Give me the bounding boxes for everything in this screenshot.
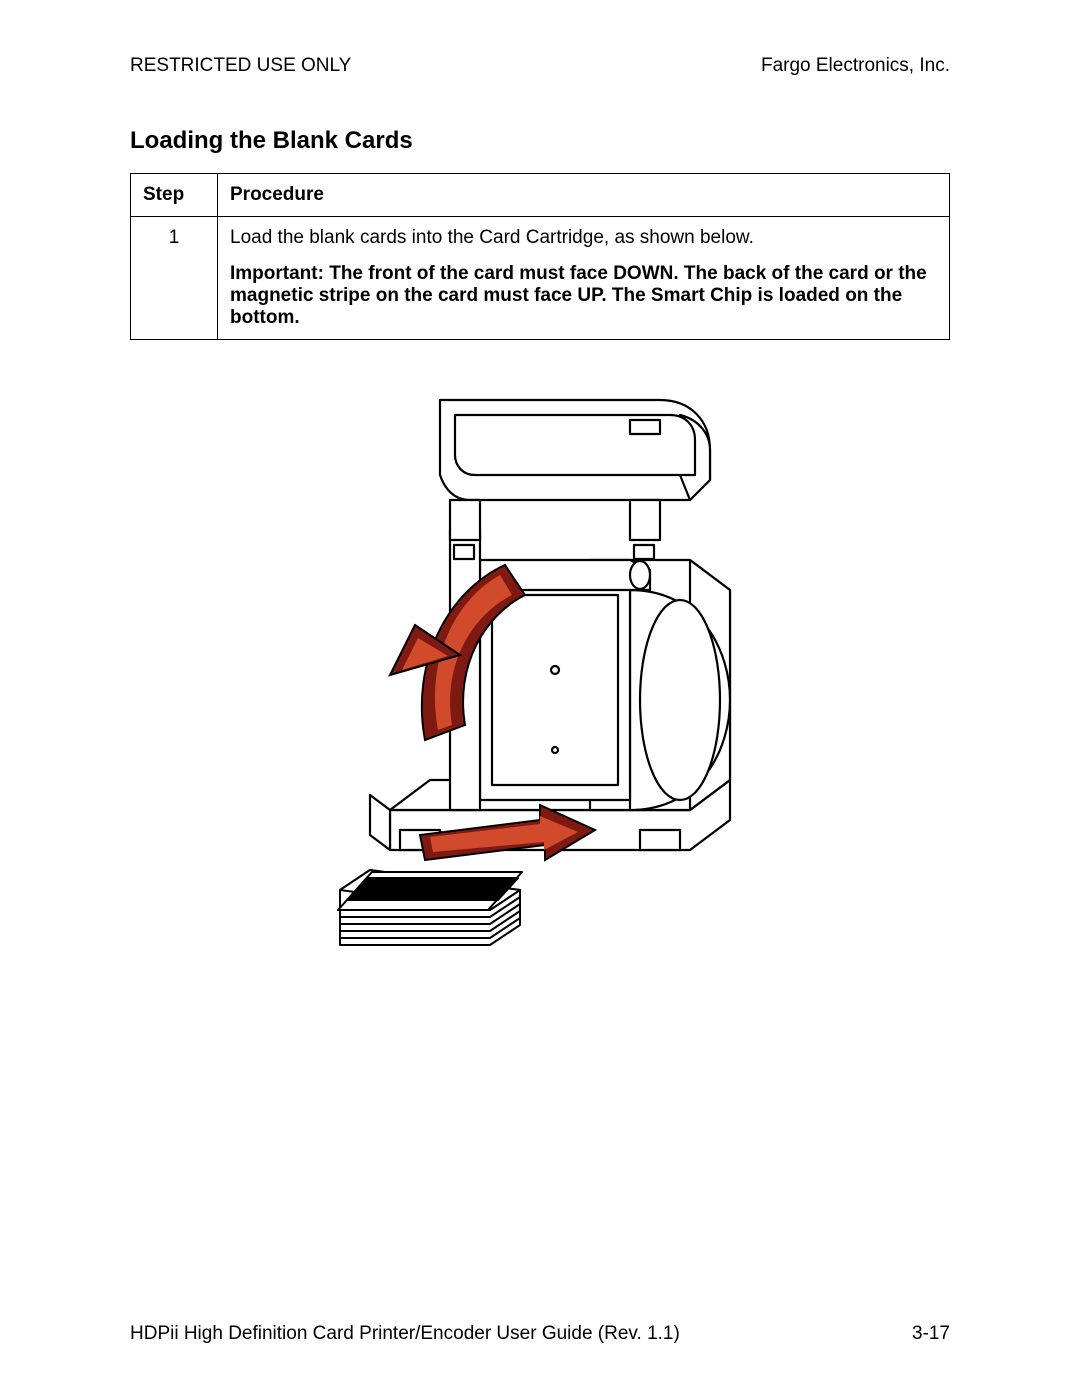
card-cartridge-illustration [330,380,750,970]
illustration-container [130,380,950,970]
footer-left: HDPii High Definition Card Printer/Encod… [130,1323,680,1345]
procedure-important: Important: The front of the card must fa… [230,263,937,329]
section-title: Loading the Blank Cards [130,127,950,155]
procedure-text: Load the blank cards into the Card Cartr… [230,227,937,249]
page-header: RESTRICTED USE ONLY Fargo Electronics, I… [130,55,950,77]
table-row: 1 Load the blank cards into the Card Car… [131,217,950,340]
header-left: RESTRICTED USE ONLY [130,55,351,77]
col-procedure: Procedure [218,174,950,217]
procedure-table: Step Procedure 1 Load the blank cards in… [130,173,950,340]
step-number: 1 [131,217,218,340]
footer-page-number: 3-17 [912,1323,950,1345]
procedure-cell: Load the blank cards into the Card Cartr… [218,217,950,340]
card-stack-icon [338,870,522,945]
col-step: Step [131,174,218,217]
page-footer: HDPii High Definition Card Printer/Encod… [130,1323,950,1345]
header-right: Fargo Electronics, Inc. [761,55,950,77]
